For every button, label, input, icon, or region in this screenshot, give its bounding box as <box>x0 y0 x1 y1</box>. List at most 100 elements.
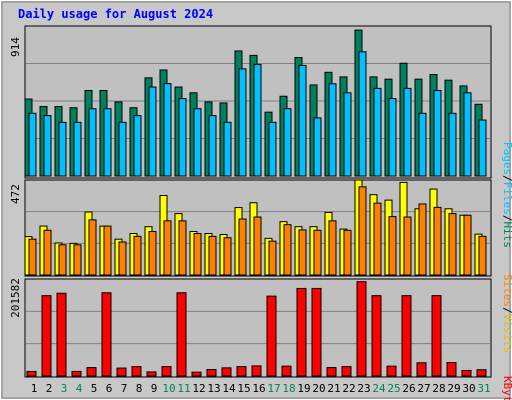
day-label: 28 <box>432 382 445 395</box>
day-label: 3 <box>61 382 68 395</box>
files-bar <box>298 64 307 177</box>
kbytes-bar <box>41 295 52 377</box>
files-bar <box>208 115 217 177</box>
sites-bar <box>148 231 157 276</box>
legend-hits: Hits <box>501 222 512 249</box>
kbytes-bar <box>371 295 382 377</box>
sites-bar <box>298 229 307 276</box>
sites-bar <box>118 241 127 276</box>
sites-bar <box>388 216 397 276</box>
kbytes-bar <box>191 371 202 377</box>
sites-bar <box>178 220 187 276</box>
sites-bar <box>238 218 247 276</box>
kbytes-bar <box>101 292 112 377</box>
sites-bar <box>133 235 142 276</box>
kbytes-bar <box>341 366 352 377</box>
legend-sep-3: / <box>501 307 512 314</box>
day-label: 8 <box>136 382 143 395</box>
kbytes-bar <box>236 366 247 377</box>
legend-sep-1: / <box>501 175 512 182</box>
day-label: 20 <box>312 382 325 395</box>
day-label: 21 <box>327 382 340 395</box>
files-bar <box>448 112 457 177</box>
day-label: 26 <box>402 382 415 395</box>
files-bar <box>358 51 367 177</box>
files-bar <box>103 108 112 177</box>
visits-sites-bars <box>24 179 487 276</box>
kbytes-bar <box>176 292 187 377</box>
day-label: 27 <box>417 382 430 395</box>
kbytes-bar <box>146 371 157 377</box>
files-bar <box>133 115 142 177</box>
files-bar <box>313 117 322 177</box>
sites-bar <box>208 235 217 276</box>
day-label: 29 <box>447 382 460 395</box>
kbytes-bar <box>251 365 262 377</box>
legend-sites: Sites <box>501 274 512 307</box>
day-label: 4 <box>76 382 83 395</box>
files-bar <box>148 86 157 177</box>
kbytes-bar <box>416 362 427 377</box>
legend-pages: Pages <box>501 142 512 175</box>
sites-bar <box>403 216 412 276</box>
day-label: 15 <box>237 382 250 395</box>
day-label: 6 <box>106 382 113 395</box>
sites-bar <box>193 233 202 276</box>
day-label: 9 <box>151 382 158 395</box>
legend-sites-visits: Sites/Visits <box>501 274 512 354</box>
kbytes-bar <box>401 295 412 377</box>
kbytes-bar <box>386 365 397 377</box>
kbytes-bar <box>431 295 442 377</box>
day-label: 5 <box>91 382 98 395</box>
day-label: 19 <box>297 382 310 395</box>
kbytes-bar <box>26 370 37 377</box>
sites-bar <box>163 220 172 276</box>
kbytes-bar <box>296 287 307 377</box>
files-bar <box>463 92 472 177</box>
day-label: 11 <box>177 382 190 395</box>
kbytes-bar <box>221 367 232 377</box>
day-label: 10 <box>162 382 175 395</box>
kbytes-bar <box>281 365 292 377</box>
kbytes-bars <box>26 281 487 377</box>
day-label: 30 <box>462 382 475 395</box>
files-bar <box>343 92 352 177</box>
kbytes-bar <box>356 281 367 377</box>
day-label: 12 <box>192 382 205 395</box>
files-bar <box>388 98 397 177</box>
sites-bar <box>28 238 37 276</box>
legend-sep-2: / <box>501 215 512 222</box>
sites-bar <box>103 225 112 276</box>
day-label: 23 <box>357 382 370 395</box>
kbytes-bar <box>71 370 82 377</box>
sites-bar <box>283 224 292 276</box>
kbytes-bar <box>266 295 277 377</box>
chart-title: Daily usage for August 2024 <box>18 7 213 21</box>
files-bar <box>328 83 337 177</box>
day-label: 25 <box>387 382 400 395</box>
visits-max-label: 472 <box>9 184 22 204</box>
files-bar <box>373 87 382 177</box>
kbytes-max-label: 201582 <box>9 278 22 318</box>
files-bar <box>43 115 52 177</box>
kbytes-bar <box>86 367 97 377</box>
kbytes-bar <box>326 367 337 377</box>
sites-bar <box>313 229 322 276</box>
files-bar <box>193 108 202 177</box>
day-label: 14 <box>222 382 236 395</box>
kbytes-bar <box>161 366 172 377</box>
sites-bar <box>43 229 52 276</box>
files-bar <box>478 119 487 177</box>
day-label: 1 <box>31 382 38 395</box>
legend-hits-files-pages: Pages/Files/Hits <box>501 142 512 248</box>
legend-visits: Visits <box>501 314 512 354</box>
sites-bar <box>478 235 487 276</box>
sites-bar <box>253 216 262 276</box>
sites-bar <box>373 202 382 276</box>
day-label: 31 <box>477 382 490 395</box>
sites-bar <box>88 219 97 276</box>
kbytes-bar <box>476 369 487 377</box>
files-bar <box>238 68 247 177</box>
